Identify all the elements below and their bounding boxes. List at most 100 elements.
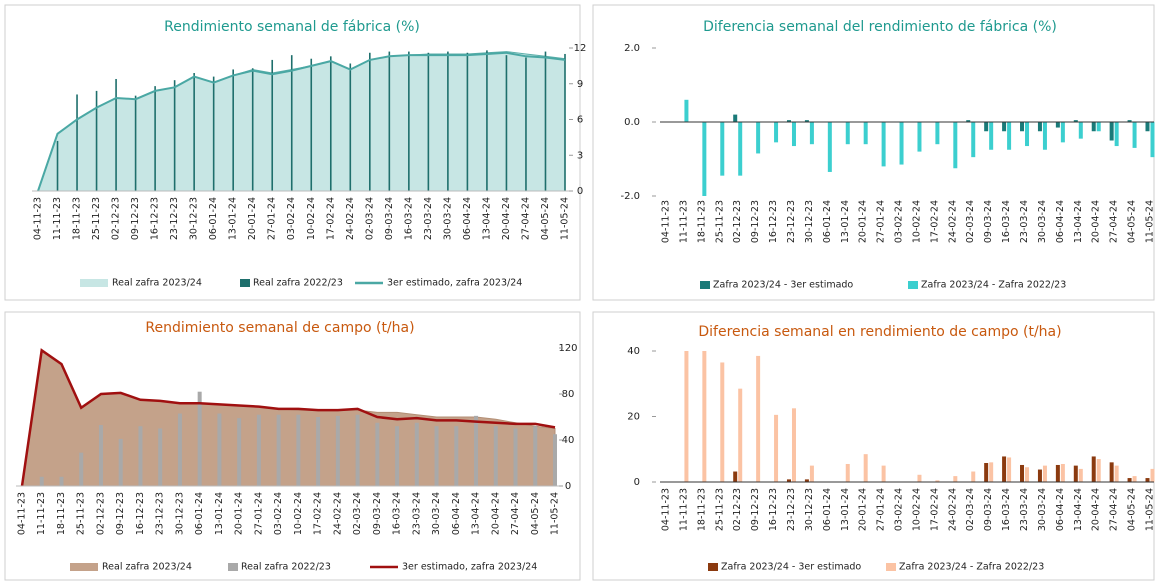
bar	[1020, 122, 1025, 132]
bar	[154, 86, 156, 191]
x-tick-label: 09-12-23	[750, 488, 761, 531]
y-tick-label: 12	[574, 43, 587, 54]
x-tick-label: 30-03-24	[442, 197, 453, 240]
x-tick-label: 23-03-24	[423, 197, 434, 240]
bar	[1002, 456, 1007, 482]
x-tick-label: 11-11-23	[678, 200, 689, 243]
x-tick-label: 02-03-24	[965, 488, 976, 531]
bar	[702, 122, 707, 196]
x-tick-label: 13-04-24	[1073, 488, 1084, 531]
y-tick-label: 80	[562, 389, 575, 400]
x-tick-label: 13-01-24	[840, 200, 851, 243]
bar	[76, 94, 78, 191]
x-tick-label: 17-02-24	[929, 200, 940, 243]
chart: Rendimiento semanal de fábrica (%) 0 3 6 9 12…	[32, 19, 586, 289]
bar	[177, 413, 182, 486]
bar	[881, 465, 886, 482]
x-tick-label: 27-01-24	[876, 488, 887, 531]
bar	[863, 454, 868, 482]
bar	[684, 351, 689, 482]
x-tick-label: 23-03-24	[411, 492, 422, 535]
x-tick-label: 09-12-23	[130, 197, 141, 240]
bar	[845, 122, 850, 145]
x-tick-label: 27-04-24	[520, 197, 531, 240]
bar	[1078, 122, 1083, 139]
line	[37, 51, 566, 192]
x-tick-label: 09-03-24	[384, 197, 395, 240]
bar	[493, 426, 498, 486]
legend-label: 3er estimado, zafra 2023/24	[402, 562, 537, 573]
legend-swatch	[70, 563, 98, 571]
x-tick-label: 03-02-24	[894, 488, 905, 531]
bar	[408, 51, 410, 192]
x-tick-label: 23-03-24	[1019, 200, 1030, 243]
x-tick-label: 04-05-24	[530, 492, 541, 535]
chart-title: Diferencia semanal en rendimiento de cam…	[698, 324, 1061, 340]
bar	[917, 122, 922, 152]
bar	[720, 362, 725, 482]
bar	[237, 418, 242, 486]
x-tick-label: 25-11-23	[714, 488, 725, 531]
bar	[39, 476, 44, 486]
x-tick-label: 13-01-24	[214, 492, 225, 535]
legend-label: Zafra 2023/24 - Zafra 2022/23	[921, 280, 1066, 291]
bar	[1109, 462, 1114, 482]
bar	[1002, 122, 1007, 132]
bar	[953, 476, 958, 482]
bar	[513, 428, 518, 486]
x-tick-label: 11-11-23	[678, 488, 689, 531]
bar	[1132, 476, 1137, 482]
x-tick-label: 02-03-24	[364, 197, 375, 240]
bar	[414, 422, 419, 486]
x-tick-label: 06-01-24	[822, 200, 833, 243]
bar	[1127, 478, 1132, 482]
legend-label: Real zafra 2022/23	[253, 278, 343, 289]
bar	[296, 414, 301, 486]
x-tick-label: 16-12-23	[768, 200, 779, 243]
x-tick-label: 27-01-24	[267, 197, 278, 240]
bar	[1091, 456, 1096, 482]
bar	[553, 434, 557, 486]
legend-swatch	[700, 281, 710, 289]
bar	[953, 122, 958, 169]
bar	[738, 388, 743, 482]
x-tick-label: 24-02-24	[947, 488, 958, 531]
x-tick-label: 27-01-24	[253, 492, 264, 535]
x-tick-label: 06-04-24	[462, 197, 473, 240]
line	[20, 348, 556, 487]
x-tick-label: 10-02-24	[911, 200, 922, 243]
bar	[1096, 459, 1101, 482]
x-tick-label: 17-02-24	[325, 197, 336, 240]
x-tick-label: 25-11-23	[714, 200, 725, 243]
x-tick-label: 20-04-24	[1091, 488, 1102, 531]
x-tick-label: 13-01-24	[840, 488, 851, 531]
bar	[1150, 122, 1155, 158]
x-tick-label: 09-03-24	[983, 200, 994, 243]
bar	[1150, 468, 1155, 482]
bar	[786, 479, 791, 482]
bar	[375, 422, 380, 486]
bar	[564, 53, 566, 192]
x-tick-label: 13-01-24	[228, 197, 239, 240]
bar	[984, 463, 989, 482]
bar	[984, 122, 989, 132]
bar	[702, 351, 707, 482]
x-tick-label: 04-11-23	[17, 492, 28, 535]
y-tick-label: 9	[577, 79, 583, 90]
bar	[505, 55, 508, 192]
bar	[1114, 122, 1119, 147]
x-tick-label: 09-03-24	[983, 488, 994, 531]
x-tick-label: 25-11-23	[91, 197, 102, 240]
x-tick-label: 16-03-24	[1001, 488, 1012, 531]
legend-label: Real zafra 2023/24	[102, 562, 192, 573]
x-tick-label: 13-04-24	[471, 492, 482, 535]
bar	[1037, 122, 1042, 132]
y-tick-label: -2.0	[620, 191, 640, 202]
panel	[592, 311, 1155, 581]
bar	[173, 80, 176, 191]
x-tick-label: 30-12-23	[804, 488, 815, 531]
bar	[251, 68, 254, 191]
bar	[733, 114, 738, 122]
bar	[388, 51, 391, 192]
bar	[316, 417, 321, 486]
